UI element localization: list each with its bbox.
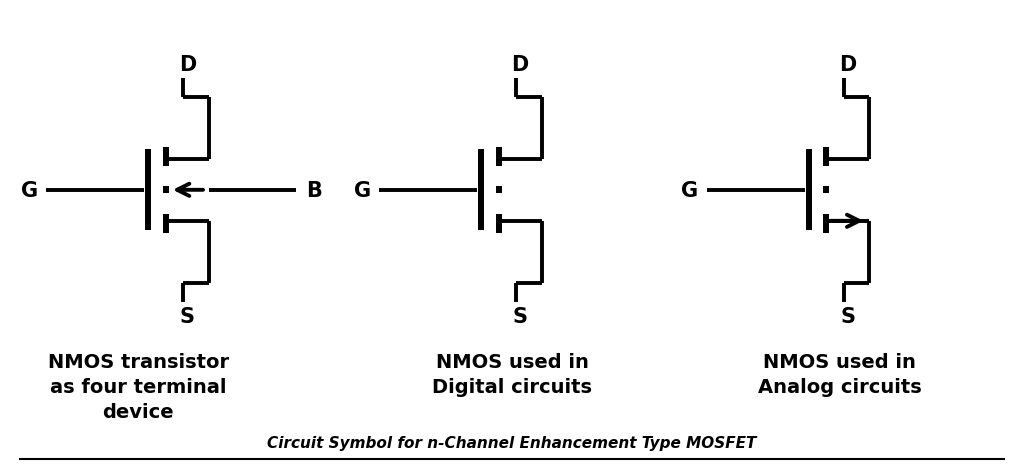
Text: D: D — [840, 55, 856, 75]
Text: NMOS used in
Analog circuits: NMOS used in Analog circuits — [758, 352, 922, 396]
Text: G: G — [20, 180, 38, 200]
Text: S: S — [841, 306, 855, 326]
Text: NMOS transistor
as four terminal
device: NMOS transistor as four terminal device — [48, 352, 228, 421]
Text: G: G — [353, 180, 371, 200]
Text: D: D — [512, 55, 528, 75]
Text: S: S — [513, 306, 527, 326]
Text: D: D — [179, 55, 196, 75]
Text: NMOS used in
Digital circuits: NMOS used in Digital circuits — [432, 352, 592, 396]
Text: G: G — [681, 180, 698, 200]
Text: B: B — [306, 180, 323, 200]
Text: Circuit Symbol for n-Channel Enhancement Type MOSFET: Circuit Symbol for n-Channel Enhancement… — [267, 435, 757, 450]
Text: S: S — [180, 306, 195, 326]
